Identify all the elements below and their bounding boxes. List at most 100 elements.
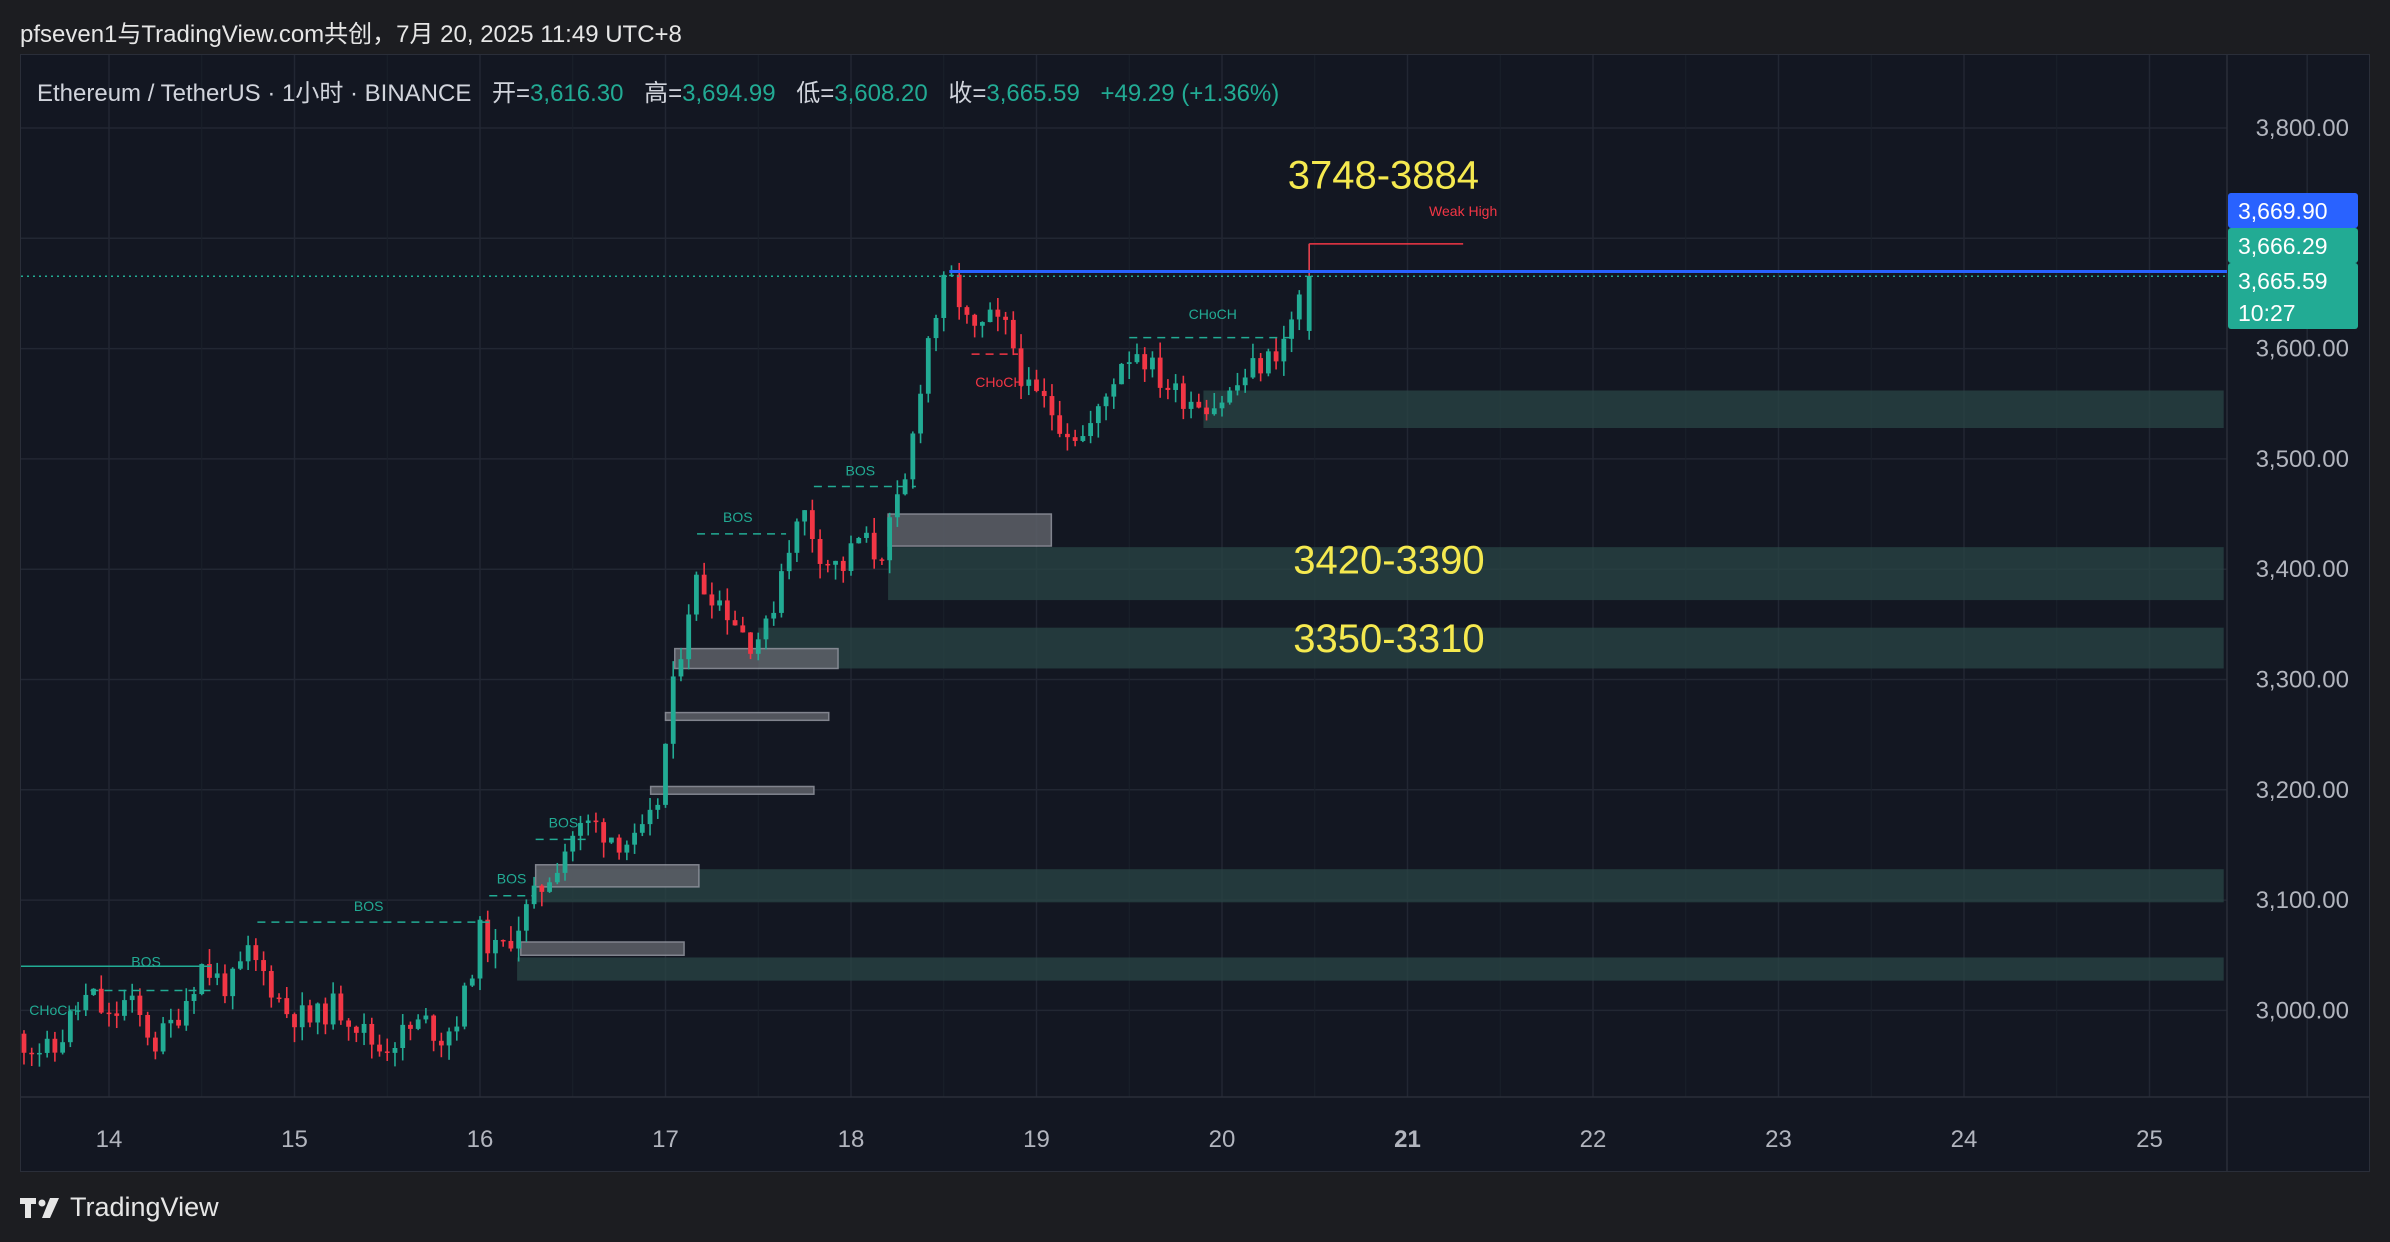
candle (106, 1012, 112, 1015)
candle (129, 995, 135, 1001)
candle (632, 832, 637, 845)
candle (840, 560, 846, 571)
candle (384, 1051, 390, 1053)
candle (469, 978, 475, 986)
candle (1250, 358, 1256, 378)
candle (1180, 383, 1186, 409)
structure-label: BOS (845, 462, 875, 478)
open-value: 3,616.30 (530, 80, 624, 107)
y-tick-label: 3,600.00 (2256, 336, 2349, 363)
price-tag-label: 3,666.29 (2238, 233, 2328, 259)
candle (987, 309, 993, 323)
candle (323, 1003, 328, 1025)
candle (160, 1023, 166, 1052)
x-tick-label: 15 (281, 1126, 308, 1153)
structure-label: BOS (131, 953, 161, 969)
structure-label: BOS (354, 898, 384, 914)
candle (1111, 384, 1117, 397)
candle (972, 314, 978, 326)
x-tick-label: 16 (467, 1126, 494, 1153)
tradingview-logo-icon (20, 1197, 59, 1218)
candle (191, 994, 197, 1002)
candle (222, 973, 228, 997)
candle (1026, 379, 1032, 386)
candle (732, 620, 738, 626)
candle (809, 510, 815, 540)
candle (686, 614, 692, 660)
candle (547, 882, 552, 892)
candle (1235, 385, 1240, 391)
candle (856, 537, 862, 544)
candle (817, 539, 823, 564)
structure-label: Weak High (1429, 203, 1497, 219)
candle (941, 274, 947, 318)
candle (299, 1005, 305, 1028)
candle (338, 993, 344, 1021)
brand-name: TradingView (70, 1192, 219, 1222)
candle (183, 1001, 189, 1026)
x-tick-label: 14 (96, 1126, 123, 1153)
candle (562, 851, 568, 873)
candle (330, 993, 336, 1025)
candle (748, 632, 753, 654)
candle (508, 940, 514, 949)
symbol-title[interactable]: Ethereum / TetherUS · 1小时 · BINANCE (37, 80, 472, 107)
candle (276, 997, 282, 1000)
candle (771, 612, 777, 619)
candle (500, 939, 506, 942)
candle (477, 919, 483, 979)
candle (995, 309, 1001, 317)
candle (83, 994, 89, 1011)
candle (361, 1023, 367, 1033)
candle (1188, 401, 1194, 409)
y-tick-label: 3,300.00 (2256, 667, 2349, 694)
candle (176, 1019, 181, 1026)
candle (60, 1042, 66, 1053)
candle (663, 743, 668, 805)
candle (392, 1048, 398, 1053)
candle (1003, 316, 1008, 320)
candle (493, 939, 498, 954)
chart-caption: pfseven1与TradingView.com共创，7月 20, 2025 1… (20, 21, 682, 48)
structure-label: CHoCH (975, 374, 1023, 390)
candle (717, 600, 723, 606)
candle (1157, 357, 1163, 388)
candle (794, 521, 800, 553)
zone-annotation: 3350-3310 (1293, 617, 1484, 661)
candle (377, 1044, 382, 1052)
candle (887, 517, 893, 561)
x-tick-label: 19 (1023, 1126, 1050, 1153)
price-chart[interactable]: BOS BOS BOS BOS BOS BOS CHoCH CHoCH CHoCH Weak Hi… (21, 55, 2369, 1171)
candle (1072, 437, 1078, 441)
candle (755, 639, 761, 654)
candle (137, 995, 143, 1015)
chart-panel[interactable]: BOS BOS BOS BOS BOS BOS CHoCH CHoCH CHoCH Weak Hi… (20, 54, 2370, 1172)
candle (145, 1014, 151, 1038)
candle (879, 559, 885, 561)
candle (802, 510, 808, 522)
candle (933, 317, 939, 339)
y-tick-label: 3,500.00 (2256, 446, 2349, 473)
candle (1057, 415, 1063, 434)
candle (647, 809, 653, 825)
candle (1296, 294, 1302, 320)
candle (29, 1052, 35, 1055)
candle (1018, 348, 1024, 386)
candle (786, 552, 792, 572)
candle (230, 968, 236, 997)
footer-brand[interactable]: TradingView (20, 1192, 219, 1223)
candle (1219, 402, 1225, 409)
price-tag (2228, 228, 2358, 263)
candle (1204, 407, 1209, 415)
candle (910, 433, 916, 480)
candle (114, 1013, 120, 1016)
demand-zone (758, 627, 2224, 669)
candle (284, 998, 290, 1015)
candle (709, 594, 715, 606)
candle (1211, 408, 1217, 415)
candle (516, 930, 522, 949)
order-block (664, 711, 830, 722)
structure-label: BOS (497, 871, 527, 887)
candle (1088, 423, 1094, 437)
structure-label: CHoCH (29, 1002, 77, 1018)
